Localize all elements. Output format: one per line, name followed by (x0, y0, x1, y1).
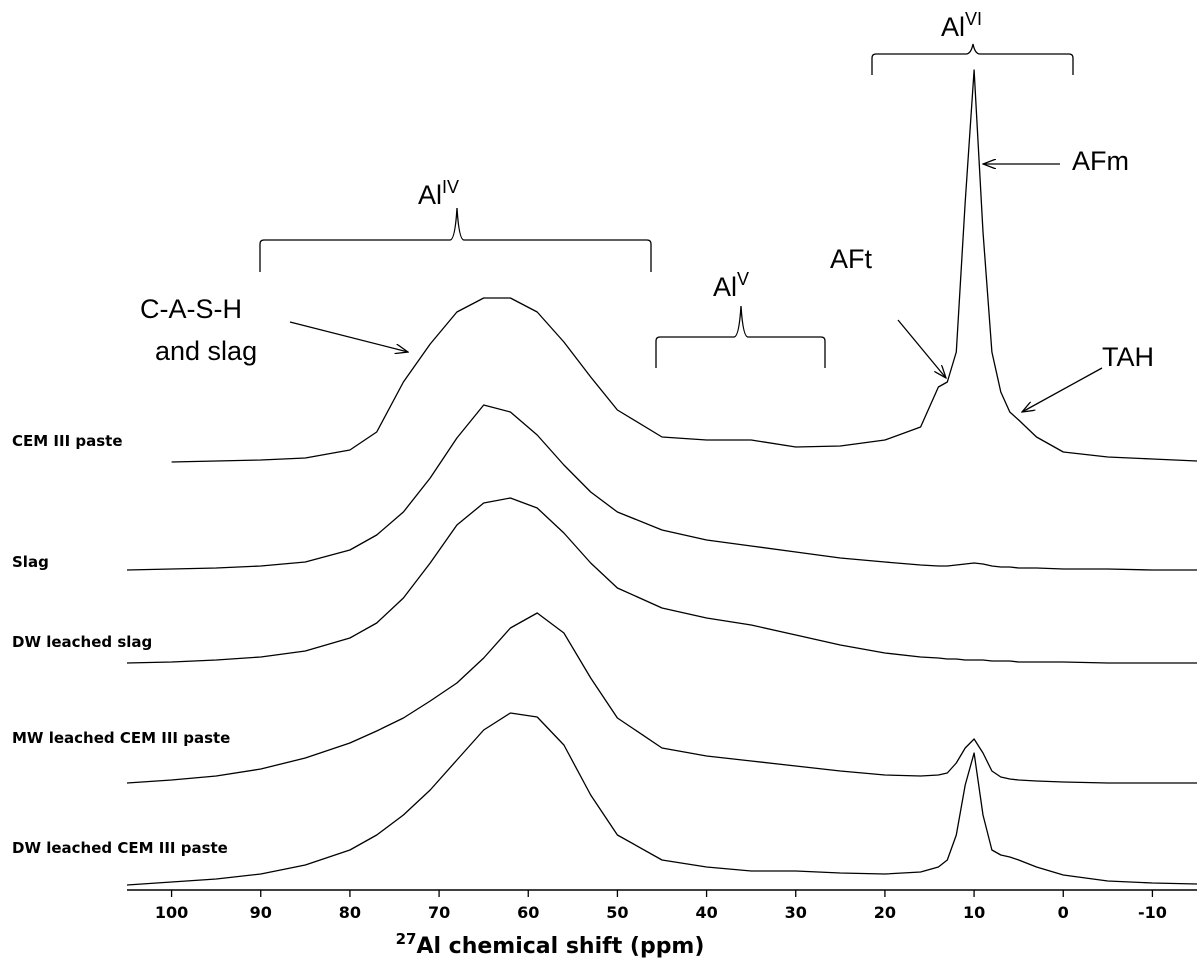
spectrum-line (126, 612, 1197, 784)
x-tick-label: 50 (606, 903, 628, 922)
annotation: AlIV (418, 177, 459, 210)
annotation: TAH (1102, 342, 1154, 372)
x-tick-label: -10 (1138, 903, 1167, 922)
x-tick-label: 30 (785, 903, 807, 922)
annotation: AlVI (941, 9, 982, 42)
spectrum-line (126, 497, 1197, 664)
series-label: MW leached CEM III paste (12, 729, 230, 747)
series-label: DW leached CEM III paste (12, 839, 228, 857)
bracket (871, 43, 1074, 75)
spectrum-line (126, 712, 1198, 886)
annotation: AFt (830, 244, 873, 274)
x-tick-label: 10 (963, 903, 985, 922)
series-label: DW leached slag (12, 633, 152, 651)
arrow (1022, 367, 1103, 412)
bracket (259, 207, 652, 272)
x-tick-label: 0 (1058, 903, 1069, 922)
annotation: C-A-S-H (140, 294, 242, 324)
annotation: AFm (1072, 146, 1129, 176)
x-axis-label: 27Al chemical shift (ppm) (396, 930, 705, 959)
x-tick-label: 100 (155, 903, 188, 922)
bracket (655, 305, 826, 368)
x-tick-label: 80 (339, 903, 361, 922)
arrow (289, 321, 408, 352)
x-tick-label: 20 (874, 903, 896, 922)
series-label: Slag (12, 553, 49, 571)
x-tick-label: 90 (250, 903, 272, 922)
x-tick-label: 40 (695, 903, 717, 922)
spectrum-line (126, 404, 1197, 571)
x-tick-label: 60 (517, 903, 539, 922)
x-tick-label: 70 (428, 903, 450, 922)
series-label: CEM III paste (12, 432, 123, 450)
spectrum-line (171, 69, 1198, 463)
annotation: and slag (155, 336, 257, 366)
annotation: AlV (713, 269, 749, 302)
arrow (897, 319, 946, 378)
